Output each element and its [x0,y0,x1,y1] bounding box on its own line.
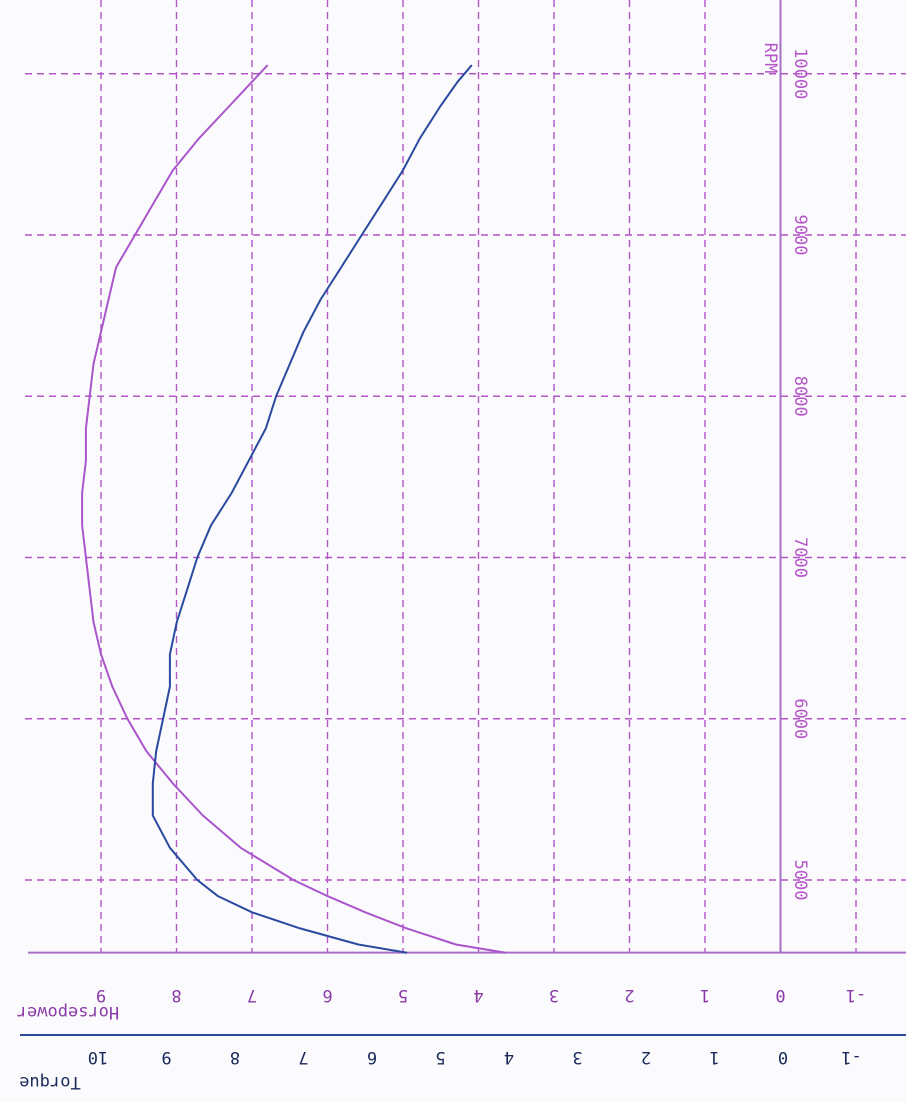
grid-lines [25,0,906,953]
torque-tick-label: 7 [298,1047,308,1067]
rpm-tick-label: 10000 [790,48,810,99]
rpm-tick-label: 6000 [790,698,810,739]
horsepower-tick-label: 2 [624,985,634,1005]
axes [20,0,906,1036]
horsepower-tick-label: 1 [700,985,710,1005]
rpm-tick-label: 9000 [790,215,810,256]
horsepower-tick-label: 6 [322,985,332,1005]
torque-tick-label: 5 [435,1047,445,1067]
horsepower-tick-label: 0 [775,985,785,1005]
horsepower-tick-label: -1 [846,985,866,1005]
horsepower-axis-title: Horsepower [17,1002,119,1022]
torque-tick-label: 0 [778,1047,788,1067]
horsepower-curve [81,64,506,954]
horsepower-tick-label: 4 [473,985,483,1005]
torque-tick-label: 4 [504,1047,514,1067]
rpm-tick-label: 5000 [790,860,810,901]
torque-tick-label: 8 [230,1047,240,1067]
rpm-tick-label: 8000 [790,376,810,417]
rpm-axis-title: RPM [760,43,780,74]
rpm-tick-label: 7000 [790,537,810,578]
torque-axis-title: Torque [19,1072,80,1092]
tick-labels: 5000 6000 7000 8000 9000 10000 RPM -1 0 1 2 3 4 5 6 7 8 9… [17,43,866,1092]
torque-tick-label: 10 [88,1047,108,1067]
horsepower-tick-label: 5 [398,985,408,1005]
horsepower-tick-label: 7 [247,985,257,1005]
torque-tick-label: 3 [572,1047,582,1067]
torque-tick-label: 9 [161,1047,171,1067]
torque-tick-label: 6 [367,1047,377,1067]
torque-tick-label: 1 [709,1047,719,1067]
torque-curve [151,64,473,954]
torque-tick-label: -1 [841,1047,861,1067]
data-curves [81,64,506,954]
horsepower-tick-label: 9 [96,985,106,1005]
torque-tick-label: 2 [641,1047,651,1067]
horsepower-tick-label: 3 [549,985,559,1005]
horsepower-tick-label: 8 [171,985,181,1005]
